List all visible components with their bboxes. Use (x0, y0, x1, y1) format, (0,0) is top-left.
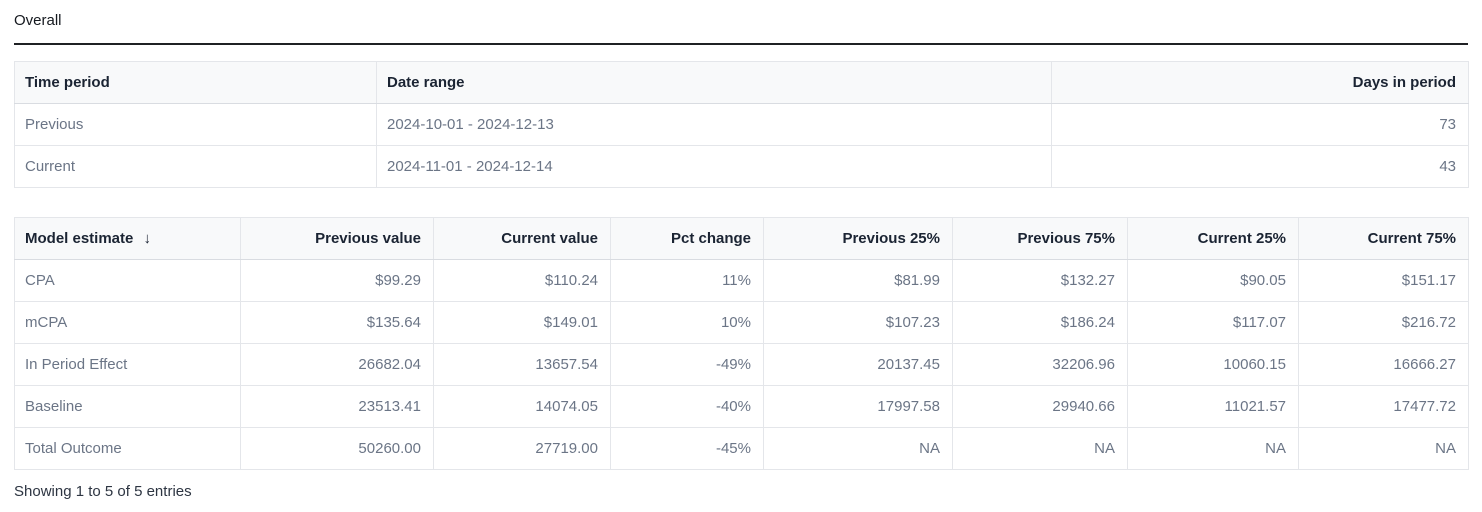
column-header-pct-change[interactable]: Pct change (610, 217, 764, 260)
value-cell: 16666.27 (1298, 343, 1469, 386)
value-cell: -45% (610, 427, 764, 470)
table-row: Total Outcome 50260.00 27719.00 -45% NA … (14, 427, 1469, 470)
column-header-time-period: Time period (14, 61, 377, 104)
table-row: CPA $99.29 $110.24 11% $81.99 $132.27 $9… (14, 259, 1469, 302)
page-title: Overall (14, 12, 62, 29)
value-cell: 73 (1051, 103, 1469, 146)
value-cell: $216.72 (1298, 301, 1469, 344)
value-cell: -49% (610, 343, 764, 386)
value-cell: 2024-11-01 - 2024-12-14 (376, 145, 1052, 188)
value-cell: $149.01 (433, 301, 611, 344)
value-cell: $90.05 (1127, 259, 1299, 302)
value-cell: 10060.15 (1127, 343, 1299, 386)
sort-descending-icon: ↓ (143, 230, 152, 247)
value-cell: NA (1127, 427, 1299, 470)
value-cell: $135.64 (240, 301, 434, 344)
value-cell: 17477.72 (1298, 385, 1469, 428)
value-cell: 17997.58 (763, 385, 953, 428)
column-header-current-25[interactable]: Current 25% (1127, 217, 1299, 260)
column-header-current-75[interactable]: Current 75% (1298, 217, 1469, 260)
value-cell: $186.24 (952, 301, 1128, 344)
column-header-current-value[interactable]: Current value (433, 217, 611, 260)
row-label-cell: mCPA (14, 301, 241, 344)
value-cell: 20137.45 (763, 343, 953, 386)
value-cell: 14074.05 (433, 385, 611, 428)
table-row: Current 2024-11-01 - 2024-12-14 43 (14, 145, 1469, 188)
value-cell: 26682.04 (240, 343, 434, 386)
value-cell: 50260.00 (240, 427, 434, 470)
entries-status-text: Showing 1 to 5 of 5 entries (14, 483, 192, 500)
value-cell: $151.17 (1298, 259, 1469, 302)
row-label-cell: Baseline (14, 385, 241, 428)
period-table: Time period Date range Days in period Pr… (14, 61, 1469, 188)
value-cell: $107.23 (763, 301, 953, 344)
value-cell: 43 (1051, 145, 1469, 188)
value-cell: $110.24 (433, 259, 611, 302)
value-cell: 27719.00 (433, 427, 611, 470)
period-table-body: Previous 2024-10-01 - 2024-12-13 73 Curr… (14, 103, 1469, 188)
estimates-table: Model estimate ↓ Previous value Current … (14, 217, 1469, 470)
report-page: Overall Time period Date range Days in p… (14, 12, 1469, 500)
value-cell: 29940.66 (952, 385, 1128, 428)
value-cell: 32206.96 (952, 343, 1128, 386)
value-cell: $132.27 (952, 259, 1128, 302)
title-divider (14, 43, 1468, 45)
table-row: mCPA $135.64 $149.01 10% $107.23 $186.24… (14, 301, 1469, 344)
column-header-previous-25[interactable]: Previous 25% (763, 217, 953, 260)
column-header-model-estimate[interactable]: Model estimate ↓ (14, 217, 241, 260)
value-cell: 10% (610, 301, 764, 344)
row-label-cell: Previous (14, 103, 377, 146)
column-header-date-range: Date range (376, 61, 1052, 104)
header-row: Model estimate ↓ Previous value Current … (14, 217, 1469, 260)
table-row: Baseline 23513.41 14074.05 -40% 17997.58… (14, 385, 1469, 428)
value-cell: 23513.41 (240, 385, 434, 428)
period-table-header: Time period Date range Days in period (14, 61, 1469, 104)
column-header-days-in-period: Days in period (1051, 61, 1469, 104)
table-row: In Period Effect 26682.04 13657.54 -49% … (14, 343, 1469, 386)
column-header-previous-value[interactable]: Previous value (240, 217, 434, 260)
value-cell: $81.99 (763, 259, 953, 302)
estimates-table-body: CPA $99.29 $110.24 11% $81.99 $132.27 $9… (14, 259, 1469, 470)
value-cell: 11021.57 (1127, 385, 1299, 428)
table-row: Previous 2024-10-01 - 2024-12-13 73 (14, 103, 1469, 146)
column-header-label: Model estimate (25, 230, 134, 247)
column-header-previous-75[interactable]: Previous 75% (952, 217, 1128, 260)
row-label-cell: In Period Effect (14, 343, 241, 386)
value-cell: NA (1298, 427, 1469, 470)
value-cell: NA (763, 427, 953, 470)
value-cell: 2024-10-01 - 2024-12-13 (376, 103, 1052, 146)
value-cell: $99.29 (240, 259, 434, 302)
row-label-cell: CPA (14, 259, 241, 302)
row-label-cell: Total Outcome (14, 427, 241, 470)
value-cell: NA (952, 427, 1128, 470)
row-label-cell: Current (14, 145, 377, 188)
header-row: Time period Date range Days in period (14, 61, 1469, 104)
estimates-table-header: Model estimate ↓ Previous value Current … (14, 217, 1469, 260)
value-cell: $117.07 (1127, 301, 1299, 344)
value-cell: -40% (610, 385, 764, 428)
value-cell: 11% (610, 259, 764, 302)
value-cell: 13657.54 (433, 343, 611, 386)
